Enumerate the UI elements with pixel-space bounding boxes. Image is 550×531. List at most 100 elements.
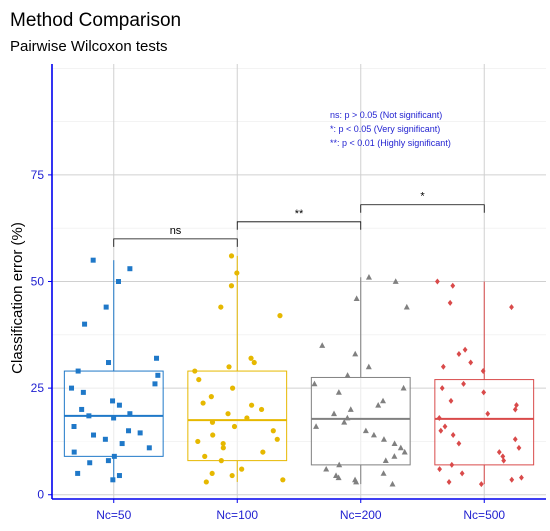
data-point <box>480 368 486 375</box>
data-point <box>229 385 236 391</box>
data-point <box>105 458 111 464</box>
data-point <box>231 423 238 430</box>
data-point <box>501 457 507 464</box>
data-point <box>90 257 96 263</box>
data-point <box>380 397 387 404</box>
data-point <box>341 419 348 425</box>
data-point <box>370 431 377 438</box>
data-point <box>196 376 202 383</box>
data-point <box>352 350 359 357</box>
significance-label: * <box>420 191 425 203</box>
data-point <box>380 470 387 476</box>
data-point <box>512 436 518 443</box>
x-tick-label: Nc=100 <box>216 508 258 522</box>
data-point <box>116 473 122 479</box>
data-point <box>119 441 125 447</box>
data-point <box>137 430 143 436</box>
data-point <box>335 389 342 395</box>
data-point <box>127 411 133 417</box>
data-point <box>313 423 320 429</box>
data-point <box>228 283 235 289</box>
x-tick-label: Nc=500 <box>463 508 505 522</box>
data-point <box>449 461 455 468</box>
data-point <box>91 432 97 438</box>
data-point <box>439 385 445 392</box>
data-point <box>102 436 108 442</box>
x-tick-label: Nc=200 <box>340 508 382 522</box>
data-point <box>210 432 216 438</box>
box <box>187 370 288 462</box>
data-point <box>403 303 410 310</box>
chart-title: Method Comparison <box>10 10 181 31</box>
data-point <box>270 428 276 434</box>
data-point <box>155 372 161 378</box>
data-point <box>450 432 456 439</box>
data-point <box>209 470 215 477</box>
data-point <box>127 266 133 272</box>
data-point <box>456 440 462 447</box>
data-point <box>86 413 92 419</box>
data-point <box>75 470 81 476</box>
box <box>63 370 164 457</box>
data-point <box>448 397 454 404</box>
data-point <box>251 359 257 366</box>
data-point <box>200 400 206 406</box>
data-point <box>111 415 117 421</box>
data-point <box>323 465 330 472</box>
data-point <box>154 355 160 361</box>
data-point <box>446 478 452 485</box>
data-point <box>516 444 522 451</box>
data-point <box>226 364 232 370</box>
significance-bracket <box>360 204 485 213</box>
data-point <box>260 449 266 455</box>
data-point <box>397 444 404 451</box>
data-point <box>331 410 338 417</box>
y-tick-label: 50 <box>31 275 45 289</box>
significance-label: ** <box>295 208 304 220</box>
significance-label: ns <box>170 225 182 237</box>
data-point <box>509 304 514 311</box>
data-point <box>485 410 491 417</box>
data-point <box>80 389 86 395</box>
data-point <box>362 427 369 434</box>
data-point <box>333 472 340 478</box>
data-point <box>311 380 318 387</box>
data-point <box>459 470 465 477</box>
data-point <box>344 414 351 421</box>
data-point <box>248 355 254 361</box>
data-point <box>336 461 343 468</box>
data-point <box>456 351 462 357</box>
data-point <box>258 406 265 413</box>
data-point <box>365 363 372 370</box>
data-point <box>228 253 235 259</box>
data-point <box>461 380 466 387</box>
data-point <box>435 278 440 285</box>
box <box>310 376 411 466</box>
data-point <box>239 466 245 472</box>
data-point <box>75 368 81 374</box>
data-point <box>375 401 382 408</box>
data-point <box>111 453 117 459</box>
data-point <box>436 414 442 421</box>
data-point <box>391 453 398 459</box>
annotation-text: **: p < 0.01 (Highly significant) <box>330 138 451 148</box>
data-point <box>202 453 208 459</box>
data-point <box>220 440 226 447</box>
data-point <box>229 472 235 479</box>
significance-bracket <box>236 221 362 230</box>
data-point <box>115 279 121 284</box>
data-point <box>280 477 286 483</box>
data-point <box>450 282 456 289</box>
data-point <box>344 372 351 378</box>
data-point <box>347 406 354 412</box>
data-point <box>319 342 326 348</box>
data-point <box>509 476 515 483</box>
data-point <box>514 402 519 409</box>
data-point <box>69 385 75 391</box>
data-point <box>87 460 93 466</box>
data-point <box>209 419 216 425</box>
data-point <box>71 449 77 455</box>
annotation-text: ns: p > 0.05 (Not significant) <box>330 110 442 120</box>
data-point <box>437 466 443 473</box>
